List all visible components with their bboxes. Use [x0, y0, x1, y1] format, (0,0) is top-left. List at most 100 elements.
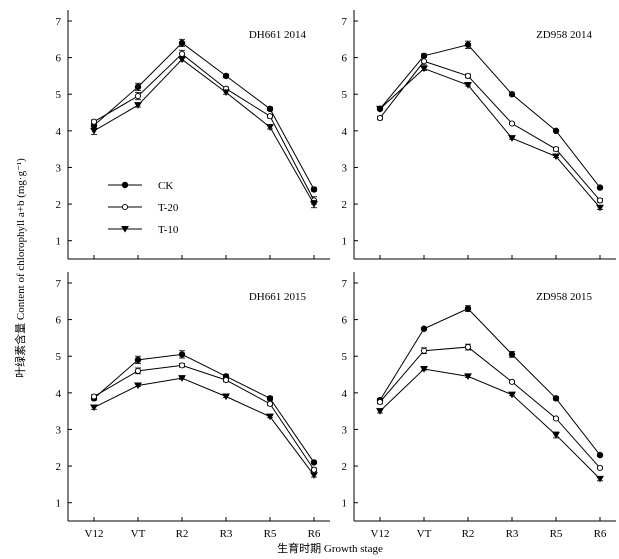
data-point	[310, 459, 318, 466]
series-t-10	[376, 65, 604, 212]
x-tick-label: VT	[417, 528, 432, 540]
data-point	[376, 408, 384, 415]
data-point	[508, 378, 516, 385]
series-line	[93, 353, 315, 463]
series-t-20	[90, 49, 318, 205]
y-tick-label: 7	[56, 16, 62, 28]
data-point	[420, 366, 428, 373]
data-point	[222, 393, 230, 401]
legend-label: T-10	[158, 224, 179, 236]
data-point	[420, 325, 428, 332]
data-point	[464, 82, 472, 89]
panel-title: DH661 2015	[249, 291, 307, 303]
series-line	[379, 346, 601, 469]
y-tick-label: 1	[342, 498, 348, 510]
panel-title: ZD958 2014	[536, 29, 592, 41]
data-point	[266, 395, 274, 402]
data-point	[508, 120, 516, 127]
data-point	[266, 124, 274, 131]
series-line	[379, 308, 601, 456]
legend-label: T-20	[158, 202, 179, 214]
data-point	[464, 344, 472, 351]
y-tick-label: 2	[342, 199, 348, 211]
data-point	[420, 65, 428, 73]
data-point	[464, 72, 472, 79]
legend: CK T-20 T-10	[108, 180, 179, 236]
data-point	[376, 105, 384, 113]
data-point	[552, 431, 560, 439]
y-tick-label: 3	[342, 424, 348, 436]
y-tick-label: 5	[342, 351, 348, 363]
x-tick-label: R5	[550, 528, 563, 540]
data-point	[552, 127, 560, 135]
x-tick-label: V12	[85, 528, 104, 540]
data-point	[376, 114, 384, 122]
y-tick-label: 4	[342, 388, 348, 400]
legend-entry-t-20: T-20	[108, 202, 179, 214]
y-tick-label: 2	[56, 199, 62, 211]
data-point	[134, 93, 142, 100]
y-tick-label: 6	[56, 315, 62, 327]
series-t-20	[90, 362, 318, 473]
data-point	[508, 135, 516, 142]
data-point	[310, 201, 318, 208]
series-line	[379, 368, 601, 480]
data-point	[178, 50, 186, 57]
data-point	[90, 393, 98, 400]
data-point	[310, 472, 318, 479]
x-tick-label: R6	[308, 528, 321, 540]
x-tick-label: R3	[506, 528, 519, 540]
panel-1: 1 2 3 4 5 6 7 DH661 2014	[56, 10, 330, 260]
x-tick-label: R5	[264, 528, 277, 540]
y-tick-label: 6	[342, 53, 348, 65]
y-axis-title: 叶绿素含量 Content of chlorophyll a+b (mg·g⁻¹…	[13, 158, 27, 378]
data-point	[596, 184, 604, 191]
series-ck	[90, 350, 318, 466]
series-t-10	[90, 375, 318, 479]
y-tick-label: 1	[342, 236, 348, 248]
data-point	[464, 373, 472, 381]
y-tick-label: 4	[56, 126, 62, 138]
series-line	[93, 364, 315, 471]
data-point	[266, 400, 274, 407]
data-point	[90, 404, 98, 412]
series-t-20	[376, 57, 604, 204]
legend-marker	[121, 225, 129, 233]
x-tick-label: R3	[220, 528, 233, 540]
data-point	[178, 39, 186, 47]
y-tick-label: 3	[56, 424, 62, 436]
data-point	[508, 351, 516, 358]
y-tick-label: 4	[342, 126, 348, 138]
data-point	[222, 376, 230, 384]
data-point	[90, 118, 98, 125]
y-tick-label: 2	[56, 461, 62, 473]
data-point	[310, 466, 318, 473]
series-ck	[90, 38, 318, 193]
series-line	[379, 68, 601, 209]
y-tick-label: 5	[56, 351, 62, 363]
data-point	[464, 305, 472, 312]
x-tick-label: V12	[371, 528, 390, 540]
series-t-20	[376, 343, 604, 471]
series-ck	[376, 40, 604, 191]
x-tick-label: R6	[594, 528, 607, 540]
data-point	[178, 375, 186, 382]
y-tick-label: 6	[56, 53, 62, 65]
legend-label: CK	[158, 180, 173, 192]
y-tick-label: 3	[342, 162, 348, 174]
legend-marker	[121, 181, 129, 189]
y-tick-label: 7	[342, 278, 348, 290]
x-axis-title: 生育时期 Growth stage	[277, 541, 383, 555]
data-point	[508, 91, 516, 98]
data-point	[464, 41, 472, 48]
data-point	[134, 83, 142, 91]
y-tick-label: 5	[342, 89, 348, 101]
panel-4: 1 2 3 4 5 6 7 V12 VT R2 R3 R5 R6 ZD958 2015	[342, 272, 616, 540]
data-point	[134, 382, 142, 390]
data-point	[552, 395, 560, 402]
y-tick-label: 7	[56, 278, 62, 290]
data-point	[222, 89, 230, 97]
x-tick-label: R2	[462, 528, 475, 540]
data-point	[178, 362, 186, 369]
